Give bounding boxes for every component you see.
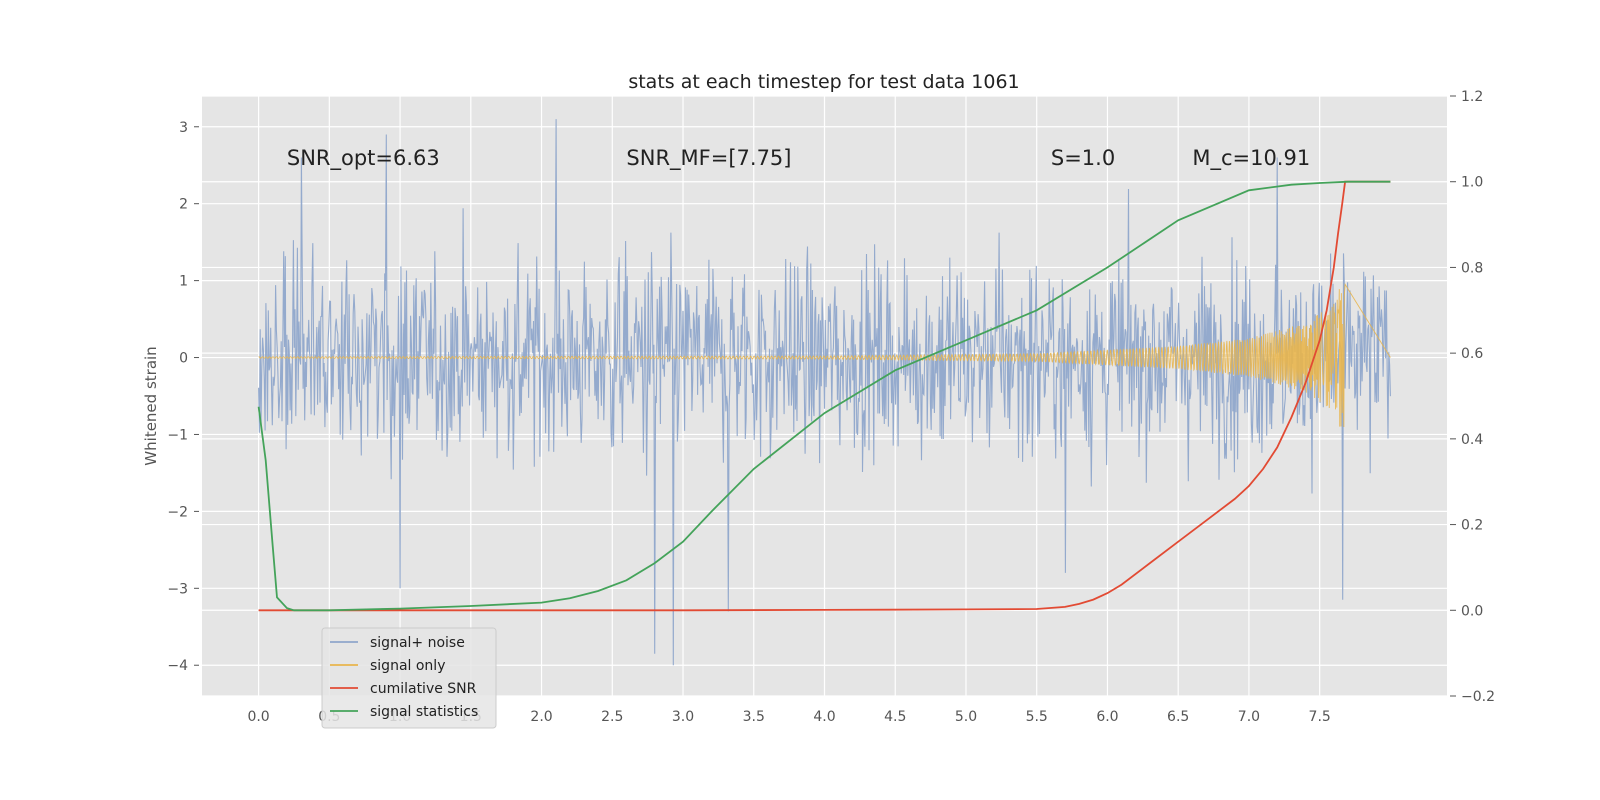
y-tick-label: 0 <box>179 351 188 367</box>
annotation-text: S=1.0 <box>1051 146 1115 170</box>
y-tick-label: −1 <box>167 427 188 443</box>
y2-tick-label: 0.4 <box>1461 432 1483 448</box>
annotation-layer: SNR_opt=6.63 SNR_MF=[7.75] S=1.0 M_c=10.91 <box>287 146 1310 171</box>
annotation-text: M_c=10.91 <box>1192 146 1310 171</box>
legend-label: signal+ noise <box>370 635 465 651</box>
y2-tick-label: 1.2 <box>1461 89 1483 105</box>
y-tick-label: 3 <box>179 120 188 136</box>
y2-tick-label: 0.0 <box>1461 603 1483 619</box>
series-layer <box>257 119 1391 666</box>
series-line-cumulative-snr <box>258 180 1391 612</box>
y2-tick-label: 0.2 <box>1461 518 1483 534</box>
x-tick-label: 7.0 <box>1238 709 1260 725</box>
y-tick-label: 2 <box>179 197 188 213</box>
y2-tick-label: 1.0 <box>1461 175 1483 191</box>
y-tick-label: 1 <box>179 274 188 290</box>
series-line-signal-only <box>258 282 1391 427</box>
x-tick-label: 6.0 <box>1096 709 1118 725</box>
y-tick-label: −3 <box>167 581 188 597</box>
y2-tick-label: −0.2 <box>1461 689 1495 705</box>
chart-title: stats at each timestep for test data 106… <box>628 71 1019 93</box>
x-tick-label: 2.5 <box>601 709 623 725</box>
x-tick-label: 7.5 <box>1309 709 1331 725</box>
x-tick-label: 4.0 <box>813 709 835 725</box>
series-line-signal-statistics <box>257 180 1391 612</box>
x-tick-label: 3.0 <box>672 709 694 725</box>
y-axis-label: Whitened strain <box>142 346 160 465</box>
legend-label: cumilative SNR <box>370 681 477 697</box>
legend-label: signal only <box>370 658 445 674</box>
y2-tick-label: 0.6 <box>1461 346 1483 362</box>
legend-box <box>321 627 497 729</box>
series-line-signal-noise <box>258 119 1391 666</box>
x-tick-label: 0.0 <box>247 709 269 725</box>
annotation-text: SNR_MF=[7.75] <box>626 146 791 171</box>
x-tick-label: 5.5 <box>1026 709 1048 725</box>
x-tick-label: 4.5 <box>884 709 906 725</box>
x-tick-label: 5.0 <box>955 709 977 725</box>
y-tick-label: −4 <box>167 658 188 674</box>
x-tick-label: 6.5 <box>1167 709 1189 725</box>
legend-label: signal statistics <box>370 704 478 720</box>
x-tick-label: 3.5 <box>743 709 765 725</box>
annotation-text: SNR_opt=6.63 <box>287 146 440 171</box>
y-tick-label: −2 <box>167 504 188 520</box>
y2-tick-label: 0.8 <box>1461 260 1483 276</box>
legend: signal+ noise signal only cumilative SNR si… <box>321 627 497 729</box>
x-tick-label: 2.0 <box>530 709 552 725</box>
